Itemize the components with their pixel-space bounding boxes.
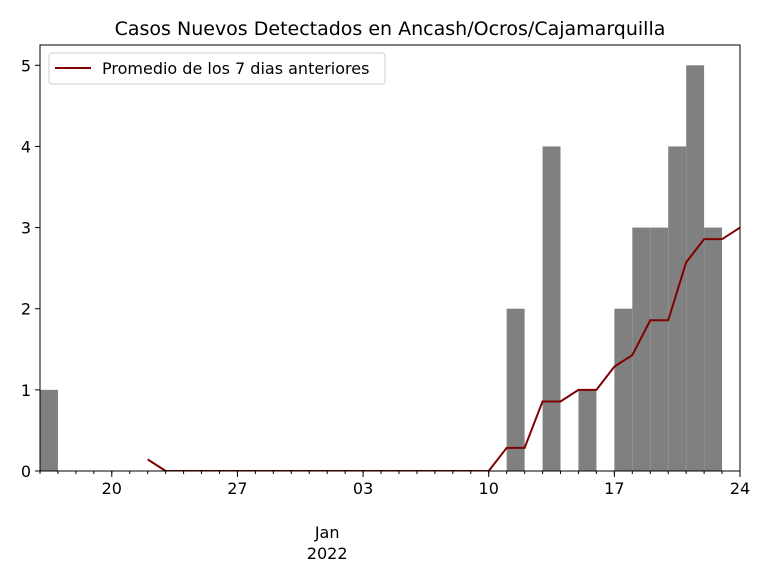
y-tick-label: 0 (21, 462, 31, 481)
bar (668, 146, 687, 471)
average-line (147, 226, 740, 471)
bar-series (40, 65, 758, 471)
bar (632, 227, 651, 471)
x-tick-label: 20 (102, 479, 122, 498)
plot-frame (39, 44, 741, 472)
x-tick-label: 03 (353, 479, 373, 498)
bar (578, 389, 597, 471)
y-tick-label: 2 (21, 300, 31, 319)
y-tick-label: 1 (21, 381, 31, 400)
x-tick-label: 17 (604, 479, 624, 498)
y-axis: 0 1 2 3 4 5 (21, 56, 40, 481)
bar (686, 65, 705, 471)
x-axis: 20 27 03 10 17 24 (39, 471, 750, 498)
x-tick-label: 24 (730, 479, 750, 498)
y-tick-label: 5 (21, 56, 31, 75)
legend: Promedio de los 7 dias anteriores (48, 52, 386, 85)
x-secondary-label-month: Jan (314, 523, 340, 542)
x-tick-label: 10 (479, 479, 499, 498)
bar (704, 227, 723, 471)
chart-title: Casos Nuevos Detectados en Ancash/Ocros/… (115, 18, 666, 40)
y-tick-label: 3 (21, 219, 31, 238)
legend-entry-label: Promedio de los 7 dias anteriores (102, 59, 369, 78)
bar (740, 228, 758, 471)
bar (506, 308, 525, 471)
bar (40, 389, 58, 471)
bar (614, 308, 633, 471)
x-tick-label: 27 (227, 479, 247, 498)
bar (542, 146, 561, 471)
legend-box (48, 52, 386, 85)
y-tick-label: 4 (21, 137, 31, 156)
line-series (147, 226, 740, 471)
bar (650, 227, 669, 471)
x-secondary-label-year: 2022 (307, 544, 348, 563)
